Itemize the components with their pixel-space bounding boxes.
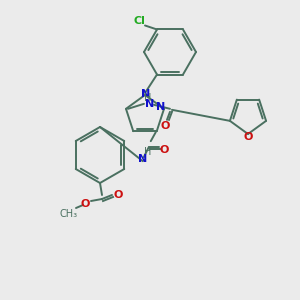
- Text: O: O: [113, 190, 123, 200]
- Text: H: H: [144, 147, 152, 157]
- Text: O: O: [80, 199, 90, 209]
- Text: O: O: [243, 132, 253, 142]
- Text: N: N: [141, 89, 151, 99]
- Text: H: H: [144, 93, 152, 103]
- Text: CH₃: CH₃: [60, 209, 78, 219]
- Text: Cl: Cl: [133, 16, 145, 26]
- Text: N: N: [156, 102, 166, 112]
- Text: N: N: [138, 154, 147, 164]
- Text: O: O: [159, 145, 168, 155]
- Text: N: N: [146, 99, 154, 109]
- Text: O: O: [160, 121, 170, 131]
